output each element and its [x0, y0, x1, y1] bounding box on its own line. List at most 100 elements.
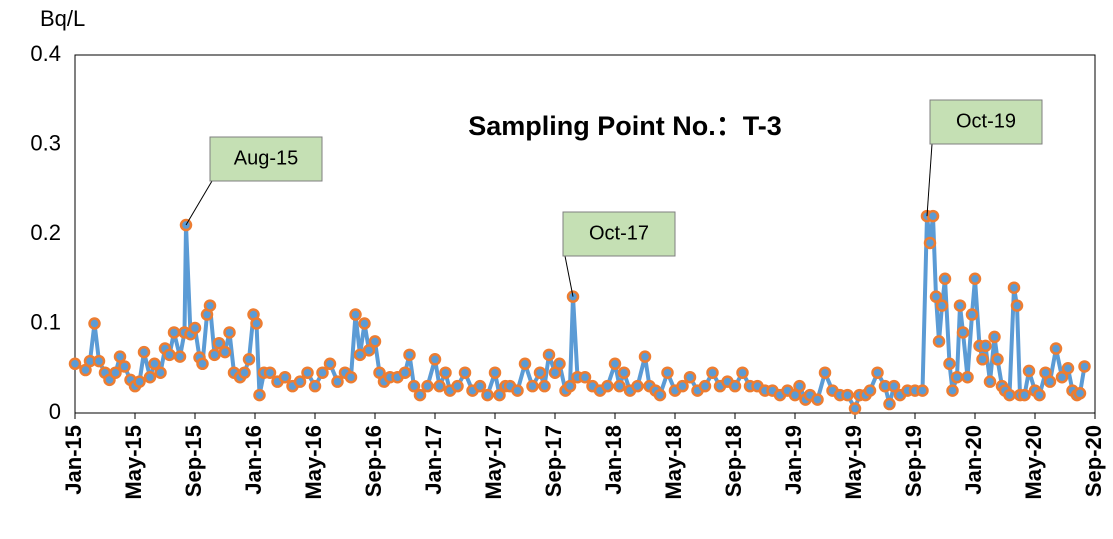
data-point [488, 366, 502, 379]
data-point [493, 388, 506, 402]
data-point [218, 345, 232, 359]
x-tick-label: Jan-16 [241, 425, 266, 495]
data-point [1018, 388, 1031, 402]
data-point [1043, 375, 1057, 388]
data-point [929, 290, 943, 303]
data-point [196, 357, 209, 371]
data-point [1033, 388, 1046, 402]
data-point [398, 366, 412, 379]
data-point [683, 370, 697, 384]
data-point [848, 402, 862, 415]
data-point [118, 360, 131, 373]
data-point [943, 357, 956, 371]
data-point [278, 370, 292, 384]
data-point [250, 317, 263, 330]
data-point [473, 379, 487, 393]
data-point [613, 379, 626, 393]
data-point [563, 379, 577, 393]
data-point [608, 357, 622, 371]
data-point [638, 350, 652, 363]
data-point [946, 384, 959, 397]
data-point [208, 348, 221, 362]
data-point [926, 209, 940, 223]
data-point [841, 388, 854, 402]
data-point [316, 366, 329, 379]
data-point [1003, 388, 1016, 402]
data-point [428, 353, 442, 366]
x-tick-label: May-18 [661, 425, 686, 500]
data-point [991, 353, 1004, 366]
data-point [793, 379, 806, 393]
data-point [143, 370, 157, 384]
data-point [212, 336, 226, 350]
data-point [439, 366, 452, 379]
data-point [137, 345, 151, 359]
data-point [1055, 370, 1069, 384]
x-tick-label: May-20 [1021, 425, 1046, 500]
data-point [578, 370, 592, 384]
data-point [167, 326, 181, 339]
x-tick-label: May-15 [121, 425, 146, 500]
data-point [1073, 387, 1087, 400]
data-point [109, 366, 122, 379]
x-tick-label: May-19 [841, 425, 866, 500]
data-point [1049, 342, 1063, 355]
annotation-leader [564, 255, 574, 297]
data-point [728, 379, 742, 393]
x-tick-label: Jan-15 [61, 425, 86, 495]
data-point [188, 321, 202, 335]
data-point [88, 317, 101, 330]
data-point [1010, 299, 1024, 312]
data-point [526, 379, 539, 393]
data-point [323, 357, 337, 371]
data-point [676, 379, 689, 393]
annotation-box [929, 99, 1043, 145]
data-point [818, 366, 832, 379]
data-point [811, 393, 824, 406]
data-point [698, 379, 712, 393]
data-point [961, 370, 974, 384]
data-point [706, 366, 719, 379]
data-point [344, 370, 358, 384]
data-point [413, 388, 427, 402]
data-point [253, 388, 266, 402]
plot-area [74, 54, 1096, 414]
data-point [362, 344, 376, 357]
data-point [238, 366, 251, 379]
x-tick-label: May-17 [481, 425, 506, 500]
x-tick-label: Sep-15 [181, 425, 206, 497]
y-tick-label: 0.2 [30, 220, 61, 245]
data-point [968, 272, 982, 285]
data-point [433, 379, 446, 393]
y-tick-label: 0.3 [30, 130, 61, 155]
x-tick-label: Sep-16 [361, 425, 386, 497]
data-point [308, 379, 322, 393]
x-tick-label: Jan-17 [421, 425, 446, 495]
data-point [976, 353, 989, 366]
data-point [148, 357, 161, 371]
data-point [631, 379, 644, 393]
data-point [883, 397, 896, 411]
chart-title: Sampling Point No.：T-3 [468, 111, 782, 141]
data-point [203, 299, 217, 312]
data-point [863, 384, 877, 397]
y-tick-label: 0.1 [30, 309, 61, 334]
data-point [173, 350, 187, 363]
data-point [481, 388, 494, 402]
data-point [938, 272, 952, 285]
data-point [293, 375, 307, 388]
data-point [965, 308, 979, 321]
data-point [617, 366, 631, 379]
data-point [538, 379, 551, 393]
y-tick-label: 0.4 [30, 41, 61, 66]
data-point [988, 330, 1001, 344]
data-point [458, 366, 472, 379]
data-point [871, 366, 884, 379]
data-point [301, 366, 314, 379]
x-tick-label: Jan-19 [781, 425, 806, 495]
data-point [887, 379, 901, 393]
data-point [349, 308, 362, 321]
data-point [736, 366, 749, 379]
data-point [1022, 364, 1036, 378]
